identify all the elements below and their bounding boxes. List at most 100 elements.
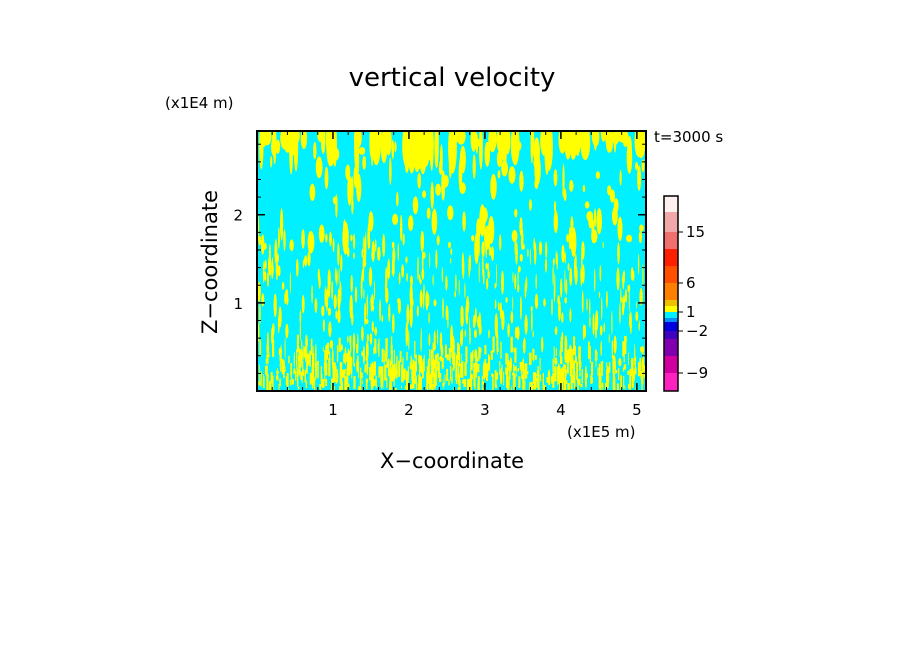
updraft-streak: [419, 355, 422, 372]
updraft-streak: [474, 329, 477, 338]
updraft-streak: [361, 372, 363, 379]
updraft-streak: [606, 370, 608, 384]
updraft-streak: [393, 367, 395, 386]
updraft-streak: [628, 352, 629, 365]
updraft-streak: [477, 316, 480, 328]
updraft-streak: [281, 282, 285, 290]
updraft-streak: [383, 350, 385, 366]
updraft-streak: [296, 355, 298, 369]
updraft-streak: [598, 363, 601, 379]
updraft-streak: [411, 363, 415, 374]
colorbar-swatch: [664, 249, 678, 266]
updraft-streak: [282, 359, 284, 374]
updraft-streak: [524, 376, 526, 391]
updraft-streak: [595, 350, 598, 356]
updraft-streak: [279, 362, 281, 367]
updraft-streak: [626, 142, 633, 174]
updraft-streak: [636, 301, 637, 309]
updraft-streak: [511, 229, 518, 243]
updraft-streak: [611, 131, 620, 145]
updraft-streak: [372, 370, 374, 388]
updraft-streak: [529, 248, 531, 265]
updraft-streak: [469, 326, 471, 345]
updraft-streak: [446, 354, 449, 361]
updraft-streak: [464, 362, 467, 376]
updraft-streak: [390, 336, 393, 354]
updraft-streak: [334, 267, 336, 280]
updraft-streak: [310, 373, 313, 382]
updraft-streak: [379, 366, 382, 375]
updraft-streak: [622, 341, 625, 357]
updraft-streak: [442, 297, 444, 319]
updraft-streak: [482, 381, 485, 385]
updraft-streak: [434, 131, 439, 169]
updraft-streak: [455, 274, 457, 292]
updraft-streak: [382, 373, 384, 389]
updraft-streak: [278, 306, 282, 328]
updraft-streak: [429, 252, 431, 269]
updraft-streak: [594, 349, 597, 362]
colorbar-labels: 15 6 1−2 −9: [678, 223, 708, 382]
updraft-streak: [641, 382, 643, 391]
updraft-streak: [607, 185, 612, 196]
updraft-streak: [481, 207, 488, 223]
updraft-streak: [266, 342, 270, 356]
updraft-streak: [538, 241, 543, 256]
updraft-streak: [431, 208, 438, 235]
updraft-streak: [518, 376, 521, 389]
updraft-streak: [542, 373, 544, 390]
updraft-streak: [419, 289, 423, 308]
updraft-streak: [456, 131, 466, 145]
updraft-streak: [544, 258, 548, 273]
updraft-streak: [460, 313, 464, 328]
updraft-streak: [421, 268, 425, 280]
updraft-streak: [642, 264, 644, 288]
updraft-streak: [335, 309, 338, 320]
updraft-streak: [396, 191, 399, 207]
updraft-streak: [415, 354, 417, 372]
updraft-streak: [460, 329, 463, 347]
updraft-streak: [391, 241, 395, 249]
updraft-streak: [374, 326, 378, 336]
updraft-streak: [301, 295, 305, 314]
updraft-streak: [336, 268, 338, 287]
updraft-streak: [496, 131, 506, 150]
updraft-streak: [630, 267, 634, 281]
updraft-streak: [455, 369, 458, 381]
updraft-streak: [275, 256, 278, 281]
updraft-streak: [613, 335, 617, 354]
updraft-streak: [566, 234, 569, 243]
updraft-streak: [302, 345, 304, 361]
updraft-streak: [258, 381, 261, 386]
updraft-streak: [499, 302, 502, 320]
updraft-streak: [340, 380, 342, 391]
colorbar-swatch: [664, 356, 678, 373]
updraft-streak: [309, 350, 311, 367]
updraft-streak: [602, 241, 604, 249]
updraft-streak: [501, 364, 503, 372]
updraft-streak: [382, 131, 389, 152]
updraft-streak: [450, 248, 453, 256]
updraft-streak: [569, 358, 572, 377]
updraft-streak: [447, 205, 454, 221]
updraft-streak: [623, 345, 625, 363]
updraft-streak: [336, 368, 339, 384]
updraft-streak: [379, 299, 382, 322]
updraft-streak: [448, 241, 451, 249]
updraft-streak: [629, 311, 632, 334]
updraft-streak: [551, 298, 553, 316]
updraft-streak: [373, 346, 375, 355]
updraft-streak: [490, 173, 497, 200]
updraft-streak: [598, 291, 601, 298]
updraft-streak: [306, 353, 310, 366]
updraft-streak: [358, 147, 366, 155]
updraft-streak: [479, 346, 481, 357]
updraft-streak: [312, 353, 315, 367]
updraft-streak: [613, 198, 619, 213]
updraft-streak: [329, 340, 334, 349]
updraft-streak: [322, 319, 325, 332]
updraft-streak: [264, 271, 267, 281]
updraft-streak: [474, 307, 477, 323]
updraft-streak: [580, 362, 582, 368]
updraft-streak: [261, 293, 265, 307]
